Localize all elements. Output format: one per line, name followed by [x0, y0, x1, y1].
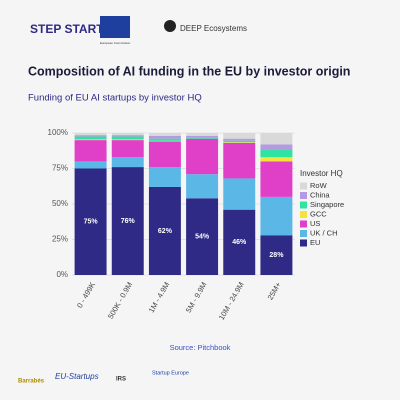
- bar-segment: [148, 186, 181, 275]
- bar-segment: [223, 142, 256, 143]
- legend-label: EU: [310, 238, 320, 247]
- value-label: 46%: [232, 239, 247, 246]
- bar-segment: [186, 198, 219, 275]
- legend-title: Investor HQ: [300, 169, 343, 178]
- bar-segment: [260, 133, 293, 145]
- legend-swatch: [300, 211, 307, 218]
- bar-segment: [111, 167, 144, 275]
- chart-subtitle: Funding of EU AI startups by investor HQ: [28, 93, 202, 104]
- bar-segment: [74, 135, 107, 137]
- legend-label: US: [310, 219, 320, 228]
- bar-segment: [223, 209, 256, 275]
- value-label: 54%: [195, 234, 210, 241]
- bar-segment: [223, 140, 256, 143]
- value-label: 62%: [158, 228, 173, 235]
- y-tick-label: 50%: [52, 199, 68, 208]
- legend-swatch: [300, 182, 307, 190]
- legend-label: UK / CH: [310, 228, 338, 237]
- bar-segment: [148, 133, 181, 136]
- source: Source: Pitchbook: [170, 343, 231, 352]
- bar-segment: [186, 138, 219, 175]
- bar-segment: [260, 150, 293, 158]
- y-tick-label: 75%: [52, 164, 68, 173]
- legend-swatch: [300, 239, 307, 247]
- legend-label: GCC: [310, 209, 327, 218]
- bar-segment: [223, 142, 256, 179]
- bar-segment: [74, 133, 107, 136]
- logo: Barrabés: [18, 379, 45, 385]
- bar-segment: [223, 178, 256, 210]
- legend-swatch: [300, 192, 307, 199]
- y-tick-label: 0%: [56, 270, 68, 279]
- logo: DEEP Ecosystems: [180, 24, 247, 33]
- y-tick-label: 25%: [52, 235, 68, 244]
- bar-segment: [111, 135, 144, 137]
- eu-flag: [100, 16, 130, 38]
- bar-segment: [74, 161, 107, 169]
- bar-segment: [148, 167, 181, 187]
- logo: IRS: [116, 377, 126, 383]
- bar-segment: [223, 138, 256, 141]
- bar-segment: [260, 235, 293, 275]
- bar-segment: [260, 196, 293, 236]
- legend-label: Singapore: [310, 200, 344, 209]
- value-label: 28%: [269, 252, 284, 259]
- chart-title: Composition of AI funding in the EU by i…: [28, 64, 350, 78]
- bar-segment: [223, 133, 256, 139]
- bar-segment: [260, 144, 293, 151]
- logo: European Commission: [100, 41, 131, 45]
- bar-segment: [260, 157, 293, 162]
- logo-icon: [164, 20, 176, 32]
- bar-segment: [186, 135, 219, 138]
- y-tick-label: 100%: [48, 128, 68, 137]
- bar-segment: [186, 137, 219, 139]
- bar-segment: [148, 141, 181, 168]
- bar-segment: [111, 157, 144, 168]
- bar-segment: [111, 140, 144, 158]
- bar-segment: [111, 133, 144, 136]
- bar-segment: [74, 139, 107, 141]
- bar-segment: [148, 138, 181, 141]
- legend-label: China: [310, 190, 330, 199]
- bar-segment: [148, 135, 181, 139]
- bar-segment: [260, 161, 293, 197]
- bar-segment: [111, 139, 144, 141]
- bar-segment: [186, 133, 219, 136]
- legend-swatch: [300, 201, 307, 209]
- legend-swatch: [300, 220, 307, 228]
- value-label: 76%: [121, 218, 136, 225]
- bar-segment: [111, 136, 144, 140]
- logo: EU-Startups: [55, 372, 99, 381]
- bar-segment: [74, 168, 107, 275]
- bar-segment: [74, 140, 107, 162]
- chart: Investor HQ 0%25%50%75%100%75%0 - 499K76…: [48, 128, 345, 321]
- bar-segment: [74, 136, 107, 140]
- legend-label: RoW: [310, 181, 328, 190]
- logo: Startup Europe: [152, 370, 189, 376]
- bar-segment: [186, 174, 219, 199]
- bar-segment: [148, 140, 181, 142]
- legend-swatch: [300, 230, 307, 237]
- value-label: 75%: [84, 219, 99, 226]
